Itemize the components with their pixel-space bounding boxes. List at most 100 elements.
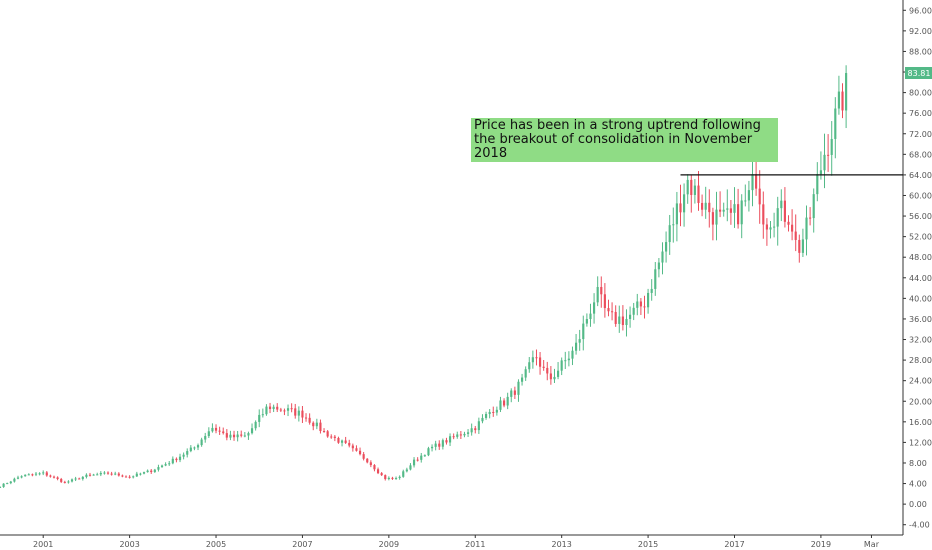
- candle-body: [132, 476, 135, 478]
- candle-body: [787, 221, 790, 225]
- candle-body: [355, 448, 358, 451]
- candle-body: [798, 239, 801, 253]
- candle-body: [121, 475, 124, 477]
- candle-body: [636, 301, 639, 308]
- candle-body: [783, 200, 786, 222]
- candle-body: [596, 286, 599, 303]
- y-tick-label: 56.00: [909, 212, 932, 221]
- candle-body: [124, 476, 128, 478]
- y-tick-label: 40.00: [909, 294, 932, 303]
- candle-body: [567, 358, 570, 361]
- candle-body: [780, 200, 783, 209]
- candle-body: [2, 483, 5, 487]
- candle-body: [96, 474, 99, 476]
- candle-body: [146, 470, 149, 473]
- candle-body: [92, 474, 95, 476]
- candle-body: [481, 417, 484, 422]
- candle-body: [200, 439, 203, 446]
- candle-body: [214, 427, 218, 431]
- candle-body: [42, 472, 45, 474]
- candle-body: [128, 476, 131, 478]
- candle-body: [549, 373, 552, 380]
- candle-body: [690, 179, 693, 195]
- candle-body: [643, 306, 646, 308]
- candle-body: [812, 194, 815, 219]
- y-tick-label: 12.00: [909, 438, 932, 447]
- candle-body: [762, 204, 765, 225]
- candle-body: [398, 476, 401, 478]
- candle-body: [758, 188, 761, 205]
- candle-body: [535, 357, 538, 359]
- candle-body: [373, 465, 376, 470]
- candle-body: [726, 208, 729, 210]
- candle-body: [366, 458, 369, 463]
- candle-body: [751, 174, 754, 191]
- candle-body: [340, 440, 344, 443]
- y-tick-label: 24.00: [909, 377, 932, 386]
- candle-body: [538, 357, 542, 367]
- candle-body: [315, 422, 318, 427]
- candle-body: [524, 369, 527, 378]
- candle-body: [841, 91, 844, 111]
- y-tick-label: 76.00: [909, 109, 932, 118]
- candle-body: [81, 476, 84, 479]
- candle-body: [755, 174, 758, 189]
- x-tick-label: 2003: [119, 540, 139, 549]
- candle-body: [463, 433, 466, 436]
- candle-body: [672, 224, 675, 226]
- x-tick-label: 2019: [811, 540, 831, 549]
- candle-body: [621, 316, 624, 326]
- candle-body: [456, 434, 459, 437]
- candle-body: [773, 226, 776, 228]
- x-tick-label: 2011: [465, 540, 485, 549]
- x-tick-label: Mar: [864, 540, 880, 549]
- candle-body: [24, 474, 27, 477]
- candle-body: [513, 390, 516, 395]
- candle-body: [337, 437, 340, 443]
- candle-body: [326, 431, 329, 437]
- candle-body: [654, 269, 657, 289]
- candle-body: [135, 473, 138, 477]
- candle-body: [668, 225, 671, 243]
- candle-body: [168, 463, 171, 465]
- candle-body: [6, 483, 9, 485]
- candle-body: [142, 472, 146, 474]
- candle-body: [189, 447, 192, 452]
- candle-body: [776, 208, 779, 227]
- candle-body: [301, 410, 304, 418]
- candle-body: [542, 366, 545, 368]
- candle-body: [510, 390, 513, 397]
- candle-body: [279, 409, 282, 411]
- candle-body: [704, 202, 707, 210]
- candle-body: [466, 432, 470, 434]
- y-tick-label: 36.00: [909, 315, 932, 324]
- candle-body: [675, 203, 678, 225]
- candle-body: [693, 185, 696, 195]
- candle-body: [747, 190, 750, 201]
- candle-body: [574, 342, 578, 351]
- x-tick-label: 2017: [724, 540, 744, 549]
- candle-body: [164, 464, 167, 466]
- candle-body: [823, 154, 826, 171]
- candle-body: [67, 481, 70, 483]
- y-tick-label: 0.00: [909, 500, 927, 509]
- candle-body: [809, 217, 812, 219]
- candle-body: [733, 204, 736, 213]
- candle-body: [722, 209, 725, 212]
- last-price-badge: [905, 66, 932, 79]
- candle-body: [556, 370, 560, 377]
- candle-body: [614, 311, 617, 324]
- candle-body: [805, 217, 808, 240]
- x-tick-label: 2015: [638, 540, 658, 549]
- candle-body: [412, 459, 416, 466]
- candle-body: [52, 476, 56, 478]
- candle-body: [186, 451, 189, 455]
- candle-body: [78, 478, 81, 480]
- candle-body: [103, 472, 106, 474]
- candle-body: [218, 430, 221, 432]
- candle-body: [110, 473, 113, 475]
- candle-body: [351, 445, 354, 449]
- candle-body: [611, 311, 614, 313]
- candle-body: [31, 474, 34, 476]
